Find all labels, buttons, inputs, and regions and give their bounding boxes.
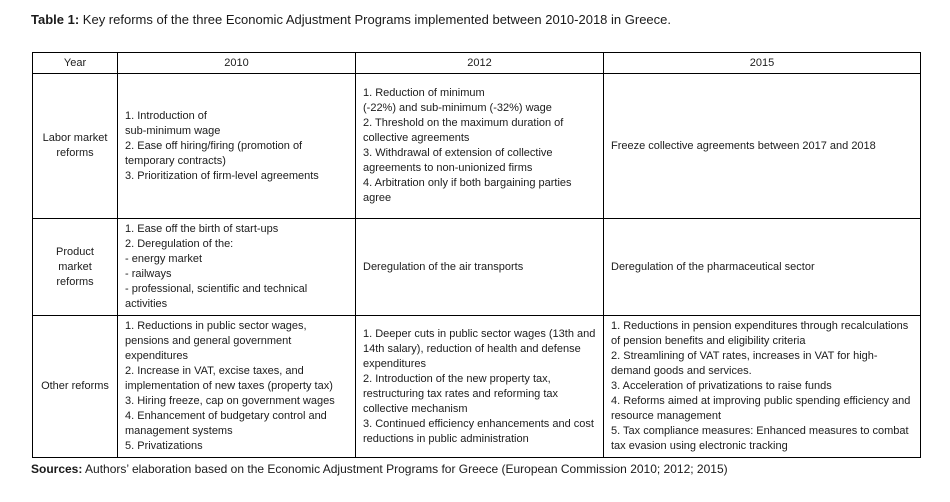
- cell-text-item: 2. Threshold on the maximum duration of …: [363, 117, 564, 144]
- header-2012: 2012: [355, 52, 604, 74]
- header-2010: 2010: [117, 52, 356, 74]
- cell-text-item: 4. Enhancement of budgetary control and …: [125, 410, 327, 437]
- cell-other-2010: 1. Reductions in public sector wages, pe…: [117, 315, 356, 458]
- cell-text-item: 1. Reductions in public sector wages, pe…: [125, 320, 307, 362]
- cell-text-item: 2. Deregulation of the:: [125, 238, 234, 250]
- cell-text-item: 5. Privatizations: [125, 440, 203, 452]
- row-label-other-reforms: Other reforms: [32, 315, 118, 458]
- header-2015: 2015: [603, 52, 921, 74]
- cell-product-2015: Deregulation of the pharmaceutical secto…: [603, 218, 921, 316]
- table-caption: Table 1: Key reforms of the three Econom…: [31, 12, 671, 28]
- cell-text-item: - railways: [125, 268, 172, 280]
- cell-labor-2012: 1. Reduction of minimum (-22%) and sub-m…: [355, 73, 604, 219]
- cell-text-item: Deregulation of the pharmaceutical secto…: [611, 260, 815, 273]
- cell-other-2015: 1. Reductions in pension expenditures th…: [603, 315, 921, 458]
- cell-text-item: 3. Withdrawal of extension of collective…: [363, 147, 553, 174]
- cell-text-item: 3. Prioritization of firm-level agreemen…: [125, 169, 319, 182]
- cell-text-item: 3. Hiring freeze, cap on government wage…: [125, 395, 335, 407]
- cell-text-item: 1. Reductions in pension expenditures th…: [611, 320, 909, 347]
- header-year: Year: [32, 52, 118, 74]
- cell-text-item: 3. Acceleration of privatizations to rai…: [611, 380, 832, 392]
- sources-text: Authors’ elaboration based on the Econom…: [85, 462, 728, 476]
- cell-text-item: 4. Arbitration only if both bargaining p…: [363, 177, 572, 204]
- sources-note: Sources: Authors’ elaboration based on t…: [31, 462, 728, 477]
- cell-text-item: 1. Reduction of minimum (-22%) and sub-m…: [363, 87, 552, 114]
- cell-text-item: Freeze collective agreements between 201…: [611, 139, 876, 152]
- cell-text-item: 4. Reforms aimed at improving public spe…: [611, 395, 911, 422]
- cell-text-item: 3. Continued efficiency enhancements and…: [363, 417, 594, 445]
- cell-text-item: 1. Deeper cuts in public sector wages (1…: [363, 327, 596, 370]
- cell-text-item: - professional, scientific and technical…: [125, 283, 308, 310]
- table-caption-label: Table 1:: [31, 12, 80, 27]
- cell-text-item: Deregulation of the air transports: [363, 260, 524, 273]
- table-row-product-market-reforms: Product market reforms 1. Ease off the b…: [32, 218, 921, 316]
- cell-text-item: 1. Introduction of sub-minimum wage: [125, 109, 221, 137]
- cell-text-item: 2. Increase in VAT, excise taxes, and im…: [125, 365, 333, 392]
- cell-product-2012: Deregulation of the air transports: [355, 218, 604, 316]
- table-row-labor-market-reforms: Labor market reforms 1. Introduction of …: [32, 73, 921, 219]
- cell-text-item: 2. Ease off hiring/firing (promotion of …: [125, 139, 303, 167]
- cell-labor-2010: 1. Introduction of sub-minimum wage 2. Ea…: [117, 73, 356, 219]
- table-row-other-reforms: Other reforms 1. Reductions in public se…: [32, 315, 921, 458]
- cell-labor-2015: Freeze collective agreements between 201…: [603, 73, 921, 219]
- cell-text-item: 5. Tax compliance measures: Enhanced mea…: [611, 425, 909, 452]
- row-label-product-market-reforms: Product market reforms: [32, 218, 118, 316]
- row-label-labor-market-reforms: Labor market reforms: [32, 73, 118, 219]
- cell-text-item: 2. Introduction of the new property tax,…: [363, 372, 559, 415]
- cell-text-item: 1. Ease off the birth of start-ups: [125, 223, 279, 235]
- reforms-table: Year 2010 2012 2015 Labor market reforms…: [32, 52, 921, 458]
- table-header-row: Year 2010 2012 2015: [32, 52, 921, 74]
- cell-text-item: - energy market: [125, 253, 203, 265]
- sources-label: Sources:: [31, 462, 83, 476]
- cell-text-item: 2. Streamlining of VAT rates, increases …: [611, 350, 878, 377]
- cell-product-2010: 1. Ease off the birth of start-ups 2. Der…: [117, 218, 356, 316]
- cell-other-2012: 1. Deeper cuts in public sector wages (1…: [355, 315, 604, 458]
- table-caption-text: Key reforms of the three Economic Adjust…: [82, 12, 671, 27]
